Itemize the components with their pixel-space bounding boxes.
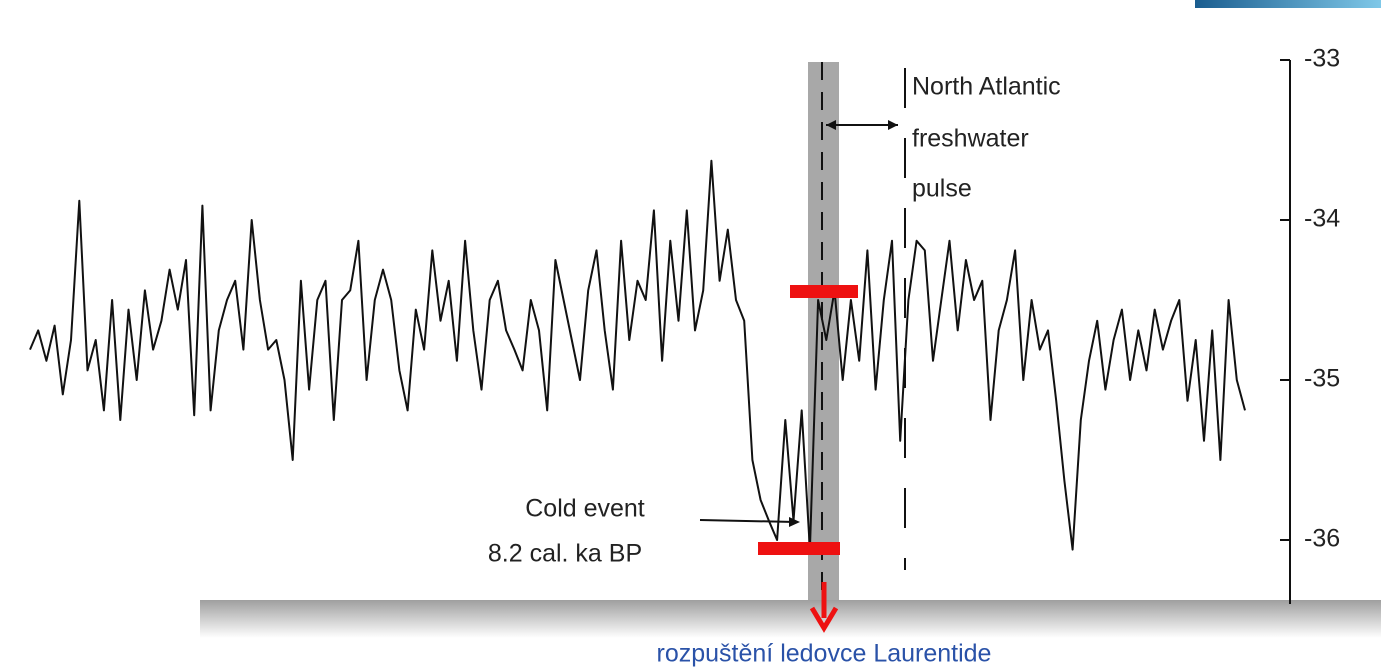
annotation: pulse: [912, 175, 972, 203]
annotation: freshwater: [912, 125, 1029, 153]
cold-arrow-head: [789, 517, 800, 527]
data-line: [29, 159, 1246, 551]
red-arrow-head: [809, 606, 839, 633]
red-marker: [758, 542, 840, 555]
panel: [8, 8, 1381, 600]
cold-arrow: [699, 519, 796, 523]
y-tick-label: -35: [1304, 365, 1340, 393]
annotation: 8.2 cal. ka BP: [488, 540, 642, 568]
plot: [29, 159, 1246, 551]
annotation: North Atlantic: [912, 73, 1061, 101]
y-tick-label: -34: [1304, 205, 1340, 233]
red-marker: [790, 285, 858, 298]
panel-shadow: [200, 598, 1381, 638]
annotation: Cold event: [525, 495, 645, 523]
caption: rozpuštění ledovce Laurentide: [657, 640, 992, 668]
y-tick-label: -36: [1304, 525, 1340, 553]
y-tick-label: -33: [1304, 45, 1340, 73]
